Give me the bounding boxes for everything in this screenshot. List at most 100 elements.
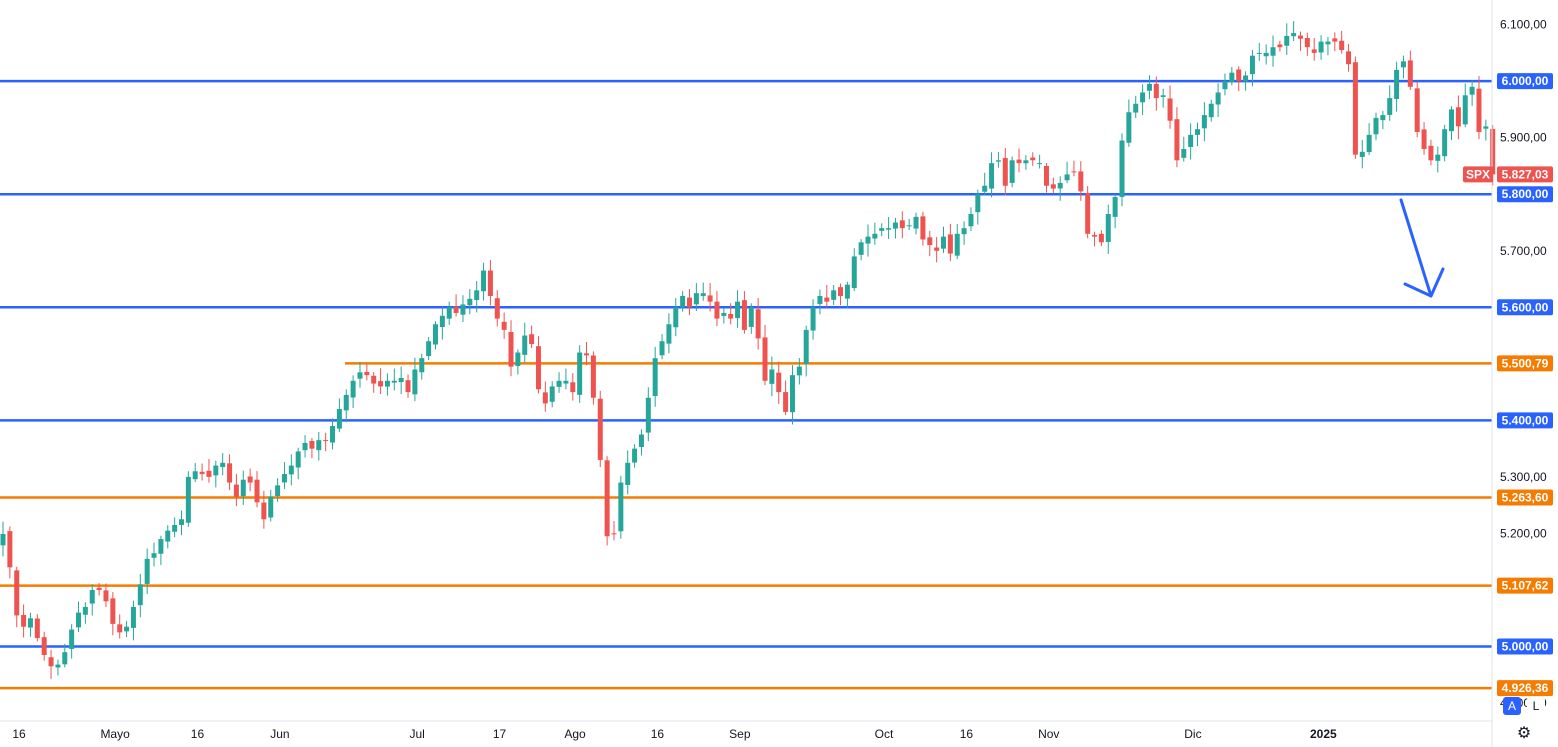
candle-body bbox=[391, 380, 397, 383]
candle-body bbox=[501, 321, 507, 330]
candle-body bbox=[1263, 52, 1269, 57]
level-lines bbox=[0, 79, 1492, 690]
symbol-tag-label: SPX bbox=[1466, 167, 1490, 181]
candle-body bbox=[1297, 35, 1303, 39]
candle-body bbox=[570, 382, 576, 393]
candle-body bbox=[233, 484, 239, 497]
candle-body bbox=[645, 397, 651, 433]
candle-body bbox=[357, 372, 363, 379]
log-scale-button[interactable]: L bbox=[1527, 697, 1545, 715]
candle-body bbox=[872, 233, 878, 239]
candle-body bbox=[288, 465, 294, 475]
candle-body bbox=[309, 440, 315, 449]
candle-body bbox=[803, 329, 809, 364]
x-tick-label: Jun bbox=[270, 727, 289, 741]
candle-body bbox=[618, 482, 624, 532]
candles bbox=[0, 21, 1496, 680]
candle-body bbox=[838, 287, 844, 296]
level-tag-label: 5.000,00 bbox=[1502, 640, 1549, 654]
candle-body bbox=[1270, 47, 1276, 56]
candle-body bbox=[316, 440, 322, 451]
x-tick-label: 2025 bbox=[1310, 727, 1337, 741]
y-tick-label: 5.200,00 bbox=[1500, 526, 1547, 540]
candle-body bbox=[1304, 37, 1310, 48]
candle-body bbox=[1277, 44, 1283, 48]
candle-body bbox=[330, 426, 336, 443]
candle-body bbox=[693, 293, 699, 305]
level-tag-bg bbox=[1497, 186, 1553, 203]
candle-body bbox=[1092, 234, 1098, 237]
y-tick-label: 5.700,00 bbox=[1500, 244, 1547, 258]
candle-body bbox=[1346, 51, 1352, 65]
candle-body bbox=[865, 236, 871, 244]
candle-body bbox=[721, 312, 727, 316]
x-tick-label: Sep bbox=[729, 727, 751, 741]
candle-body bbox=[934, 247, 940, 251]
candle-body bbox=[27, 618, 33, 628]
level-tag-bg bbox=[1497, 680, 1553, 697]
candle-body bbox=[1201, 115, 1207, 129]
candle-body bbox=[384, 380, 390, 387]
candle-body bbox=[1016, 159, 1022, 164]
candle-body bbox=[419, 358, 425, 373]
candle-body bbox=[1407, 60, 1413, 87]
candle-body bbox=[1352, 62, 1358, 155]
candle-body bbox=[185, 476, 191, 523]
candle-body bbox=[137, 584, 143, 606]
y-tick-label: 6.100,00 bbox=[1500, 18, 1547, 32]
candle-body bbox=[796, 366, 802, 376]
candle-body bbox=[776, 372, 782, 393]
candle-body bbox=[1332, 38, 1338, 42]
candle-body bbox=[1291, 33, 1297, 37]
candle-body bbox=[851, 256, 857, 289]
candle-body bbox=[638, 434, 644, 448]
candle-body bbox=[1160, 95, 1166, 97]
auto-scale-button[interactable]: A bbox=[1503, 697, 1521, 715]
gear-icon[interactable]: ⚙ bbox=[1516, 725, 1532, 742]
candle-body bbox=[995, 160, 1001, 162]
candle-body bbox=[336, 409, 342, 429]
x-tick-label: 16 bbox=[12, 727, 26, 741]
candle-body bbox=[206, 470, 212, 477]
candle-body bbox=[1174, 119, 1180, 161]
candle-body bbox=[1284, 35, 1290, 46]
candle-body bbox=[350, 380, 356, 398]
candle-body bbox=[398, 377, 404, 383]
level-tag-label: 5.600,00 bbox=[1502, 300, 1549, 314]
candle-body bbox=[295, 451, 301, 468]
candle-body bbox=[611, 533, 617, 535]
candle-body bbox=[1325, 41, 1331, 45]
candle-body bbox=[364, 371, 370, 376]
x-tick-label: 17 bbox=[493, 727, 507, 741]
candle-body bbox=[1236, 69, 1242, 82]
candle-body bbox=[117, 624, 123, 633]
x-axis[interactable]: 16 Mayo 16 Jun Jul 17 Ago 16 Sep Oct 16 Nov Dic 2025 bbox=[12, 727, 1337, 741]
candle-body bbox=[82, 606, 88, 615]
candle-body bbox=[165, 530, 171, 542]
candle-body bbox=[144, 558, 150, 584]
candle-body bbox=[1030, 157, 1036, 161]
x-tick-label: 16 bbox=[960, 727, 974, 741]
x-tick-label: Jul bbox=[409, 727, 424, 741]
candle-body bbox=[1043, 165, 1049, 186]
candle-body bbox=[1400, 61, 1406, 68]
candle-body bbox=[1023, 160, 1029, 164]
x-tick-label: Oct bbox=[875, 727, 894, 741]
candle-body bbox=[652, 358, 658, 397]
candle-body bbox=[240, 479, 246, 497]
candle-body bbox=[1435, 154, 1441, 161]
candle-body bbox=[789, 375, 795, 413]
candle-body bbox=[48, 657, 54, 667]
candle-body bbox=[247, 476, 253, 483]
candle-body bbox=[927, 237, 933, 246]
candle-body bbox=[1339, 40, 1345, 51]
candle-body bbox=[508, 332, 514, 367]
level-tag-bg bbox=[1497, 412, 1553, 429]
candle-body bbox=[515, 352, 521, 367]
candle-body bbox=[474, 290, 480, 300]
candle-body bbox=[906, 225, 912, 227]
candle-body bbox=[913, 216, 919, 229]
price-tags: 6.000,00 5.800,00 5.600,00 5.500,79 5.400,00… bbox=[1463, 73, 1553, 697]
candle-body bbox=[1071, 171, 1077, 173]
